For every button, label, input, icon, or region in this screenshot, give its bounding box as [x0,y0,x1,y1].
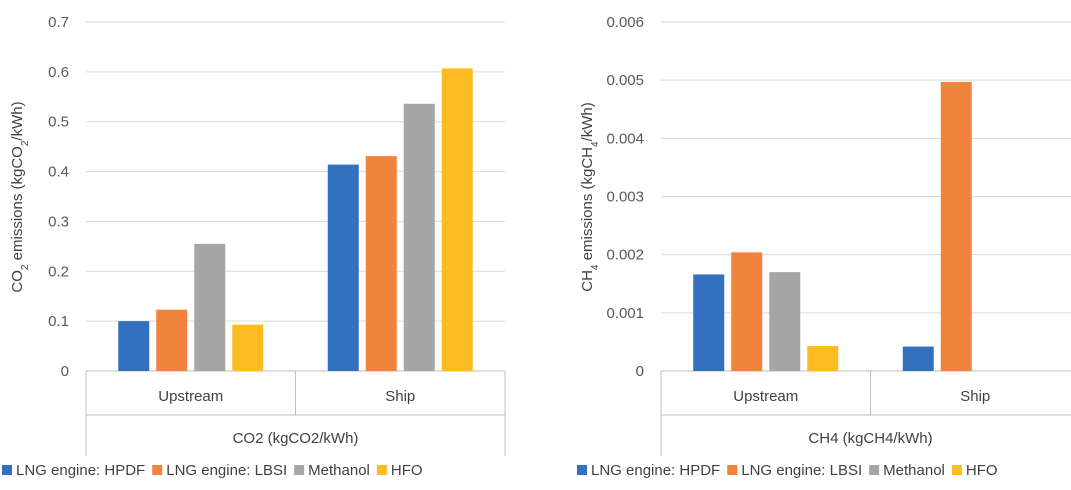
y-tick-label: 0 [636,363,644,380]
bar [441,68,473,372]
category-label: Upstream [733,388,798,405]
legend-swatch [376,465,387,475]
legend: LNG engine: HPDF LNG engine: LBSI Methanol… [577,462,998,479]
bar [118,321,150,371]
y-tick-label: 0.002 [606,247,644,264]
legend-swatch [294,465,305,475]
y-tick-label: 0.1 [48,313,69,330]
legend-swatch [152,465,163,475]
legend: LNG engine: HPDF LNG engine: LBSI Methanol… [2,462,423,479]
bar [327,164,359,371]
y-tick-label: 0.006 [606,14,644,31]
legend-label: HFO [966,462,998,479]
legend-swatch [577,465,587,475]
y-tick-label: 0.7 [48,14,69,31]
legend-label: Methanol [308,462,370,479]
legend-label: LNG engine: LBSI [741,462,862,479]
y-tick-label: 0.001 [606,305,644,322]
bar [769,272,801,371]
legend-label: LNG engine: HPDF [16,462,145,479]
bar [807,345,839,371]
legend-swatch [2,465,12,475]
y-tick-label: 0.2 [48,263,69,280]
bar [232,324,264,371]
bar [403,103,435,371]
y-tick-label: 0.3 [48,213,69,230]
bar [156,309,188,371]
bar [693,274,725,371]
category-label: Upstream [158,388,223,405]
bar [731,252,763,371]
y-tick-label: 0.4 [48,164,69,181]
legend-label: Methanol [883,462,945,479]
y-tick-label: 0.5 [48,114,69,131]
category-label: Ship [385,388,415,405]
y-tick-label: 0.005 [606,72,644,89]
chart-2: 0 0.001 0.002 0.003 0.004 0.005 0.006 Upstream S… [577,14,1071,479]
legend-label: LNG engine: LBSI [166,462,287,479]
group-label: CO2 (kgCO2/kWh) [233,430,359,447]
group-label: CH4 (kgCH4/kWh) [808,430,932,447]
legend-label: HFO [391,462,423,479]
y-tick-label: 0.003 [606,189,644,206]
y-tick-label: 0.6 [48,64,69,81]
y-axis-label: CH4 emissions (kgCH4/kWh) [579,102,601,292]
legend-label: LNG engine: HPDF [591,462,720,479]
bar [194,243,226,371]
legend-swatch [869,465,880,475]
legend-swatch [727,465,738,475]
category-label: Ship [960,388,990,405]
bar [902,346,934,371]
chart-1: 0 0.1 0.2 0.3 0.4 0.5 0.6 0.7 Upstream Ship CO2 (k… [2,14,506,479]
y-axis-label: CO2 emissions (kgCO2/kWh) [9,101,31,292]
y-tick-label: 0 [61,363,69,380]
y-tick-label: 0.004 [606,130,644,147]
legend-swatch [951,465,962,475]
bar [365,156,397,371]
bar [940,81,972,371]
